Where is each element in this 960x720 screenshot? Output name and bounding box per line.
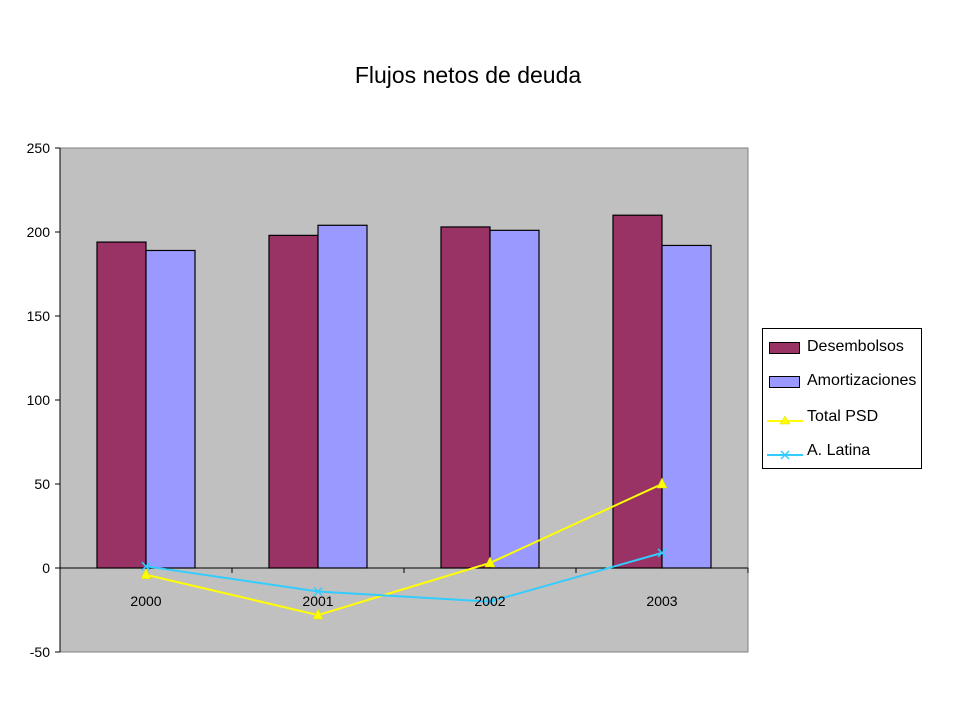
bar-amortizaciones-2000 (145, 249, 196, 569)
bar-desembolsos-2002 (440, 226, 491, 569)
point-total-psd-2000 (140, 568, 152, 579)
legend-swatch-amortizaciones (769, 376, 800, 388)
legend-item-amortizaciones: Amortizaciones (763, 371, 923, 393)
line-total-psd (145, 483, 663, 617)
y-tick-label: 100 (27, 392, 51, 408)
legend-label-amortizaciones: Amortizaciones (807, 372, 917, 389)
legend-symbol-a-latina (767, 450, 803, 460)
line-group (140, 477, 668, 620)
x-tick-label: 2000 (130, 593, 161, 609)
point-total-psd-2003 (656, 477, 668, 489)
x-tick-label: 2002 (474, 593, 505, 609)
y-tick-label: -50 (30, 644, 50, 660)
legend-symbol-total-psd (767, 415, 803, 425)
bar-desembolsos-2000 (96, 241, 147, 569)
bar-group (96, 214, 712, 569)
chart-title: Flujos netos de deuda (354, 62, 582, 88)
bar-amortizaciones-2003 (661, 244, 712, 569)
point-total-psd-2001 (312, 608, 324, 620)
x-tick-label: 2003 (646, 593, 677, 609)
legend-label-total-psd: Total PSD (807, 408, 879, 425)
axes-group (55, 147, 749, 653)
point-a-latina-2002 (485, 597, 495, 607)
y-tick-label: 150 (27, 308, 51, 324)
legend: Desembolsos Amortizaciones Total PSD A. … (762, 328, 922, 469)
point-total-psd-2002 (484, 556, 496, 568)
legend-item-total-psd: Total PSD (763, 407, 923, 429)
y-tick-label: 200 (27, 224, 51, 240)
bar-desembolsos-2001 (268, 234, 319, 569)
y-tick-label: 0 (42, 560, 50, 576)
y-tick-label: 50 (34, 476, 50, 492)
bar-amortizaciones-2002 (489, 229, 540, 569)
legend-label-desembolsos: Desembolsos (807, 338, 904, 355)
legend-item-desembolsos: Desembolsos (763, 337, 923, 359)
legend-label-a-latina: A. Latina (807, 442, 871, 459)
line-a-latina (145, 551, 663, 603)
point-a-latina-2001 (313, 586, 323, 597)
bar-desembolsos-2003 (612, 214, 663, 569)
point-a-latina-2003 (657, 548, 667, 558)
legend-swatch-desembolsos (769, 342, 800, 354)
legend-item-a-latina: A. Latina (763, 441, 923, 463)
bar-amortizaciones-2001 (317, 224, 368, 569)
label-group: 250 200 150 100 50 0 -50 2000 2001 2002 2003 (27, 140, 678, 660)
x-tick-label: 2001 (302, 593, 333, 609)
y-tick-label: 250 (27, 140, 51, 156)
point-a-latina-2000 (141, 561, 151, 571)
